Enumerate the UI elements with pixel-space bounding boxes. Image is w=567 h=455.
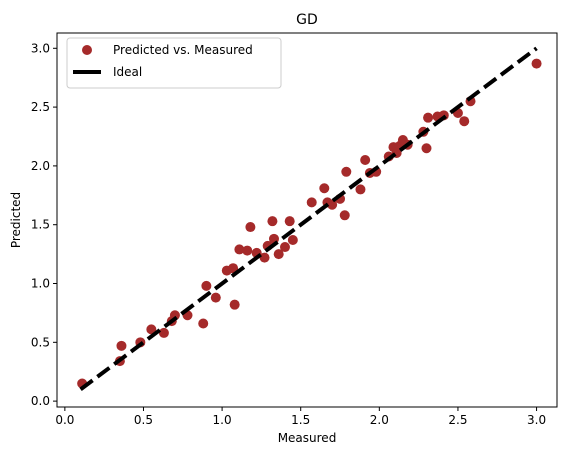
y-axis-label: Predicted — [9, 192, 23, 248]
x-axis-label: Measured — [278, 431, 337, 445]
chart-title: GD — [296, 12, 318, 28]
data-point — [234, 244, 245, 255]
x-tick-label: 3.0 — [527, 413, 546, 427]
data-point — [279, 242, 290, 253]
data-point — [242, 245, 253, 256]
data-point — [116, 340, 127, 351]
data-point — [198, 318, 209, 329]
x-tick-label: 0.0 — [55, 413, 74, 427]
y-tick-label: 3.0 — [31, 41, 50, 55]
data-point — [146, 324, 157, 335]
y-tick-label: 2.5 — [31, 100, 50, 114]
data-point — [423, 112, 434, 123]
legend-label-ideal: Ideal — [113, 65, 142, 79]
y-tick-label: 1.5 — [31, 218, 50, 232]
x-tick-label: 2.5 — [448, 413, 467, 427]
data-point — [273, 249, 284, 260]
data-point — [327, 199, 338, 210]
ideal-line — [79, 46, 538, 391]
x-tick-label: 0.5 — [134, 413, 153, 427]
data-point — [360, 155, 371, 166]
x-tick-label: 1.0 — [213, 413, 232, 427]
data-point — [210, 292, 221, 303]
y-tick-label: 1.0 — [31, 277, 50, 291]
data-point — [306, 197, 317, 208]
y-tick-label: 0.5 — [31, 335, 50, 349]
axis-ticks: 0.0 0.5 1.0 1.5 2.0 2.5 3.0 0.0 0.5 1.0 1.5 2.0 2.5 3… — [31, 41, 546, 427]
data-point — [245, 222, 256, 233]
data-point — [341, 166, 352, 177]
legend-label-scatter: Predicted vs. Measured — [113, 43, 253, 57]
data-point — [319, 183, 330, 194]
data-point — [531, 58, 542, 69]
data-point — [459, 116, 470, 127]
legend-scatter-marker — [82, 45, 92, 55]
y-tick-label: 0.0 — [31, 394, 50, 408]
legend-box — [66, 37, 282, 89]
x-tick-label: 2.0 — [370, 413, 389, 427]
data-point — [228, 263, 239, 274]
data-point — [284, 216, 295, 227]
plot-frame — [56, 32, 558, 408]
data-point — [355, 184, 366, 195]
data-point — [201, 280, 212, 291]
data-point — [169, 310, 180, 321]
data-point — [287, 234, 298, 245]
data-point — [229, 299, 240, 310]
data-marks — [77, 46, 542, 391]
data-point — [259, 252, 270, 263]
data-point — [267, 216, 278, 227]
y-tick-label: 2.0 — [31, 159, 50, 173]
data-point — [158, 327, 169, 338]
legend: Predicted vs. Measured Ideal — [66, 37, 282, 89]
data-point — [421, 143, 432, 154]
data-point — [339, 210, 350, 221]
x-tick-label: 1.5 — [291, 413, 310, 427]
